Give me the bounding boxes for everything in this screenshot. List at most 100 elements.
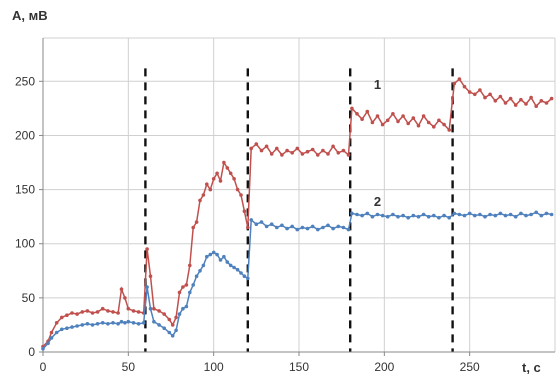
data-point	[321, 225, 325, 230]
data-point	[331, 226, 335, 231]
data-point	[111, 321, 115, 325]
data-point	[184, 283, 189, 287]
data-point	[498, 94, 503, 99]
data-point	[524, 102, 528, 106]
data-point	[54, 321, 59, 325]
data-point	[49, 336, 54, 340]
data-point	[54, 330, 59, 335]
data-point	[310, 147, 315, 152]
data-point	[498, 211, 503, 216]
data-point	[360, 213, 364, 218]
data-point	[211, 250, 216, 255]
data-point	[126, 319, 131, 324]
series-label: 2	[374, 194, 381, 209]
data-point	[316, 153, 320, 157]
x-tick-label: 100	[204, 360, 224, 374]
data-point	[493, 213, 498, 218]
data-point	[452, 81, 457, 86]
data-point	[249, 146, 253, 151]
data-point	[111, 310, 115, 314]
data-point	[188, 290, 192, 295]
data-point	[411, 213, 416, 218]
data-point	[401, 114, 405, 118]
data-point	[488, 212, 492, 217]
data-point	[432, 125, 436, 129]
data-point	[119, 319, 124, 324]
data-point	[211, 177, 216, 181]
data-point	[269, 222, 274, 226]
data-point	[391, 212, 395, 217]
data-point	[205, 182, 209, 186]
data-point	[442, 213, 446, 218]
data-point	[519, 97, 523, 102]
data-point	[194, 274, 199, 279]
data-point	[148, 306, 153, 311]
y-tick-label: 200	[15, 128, 35, 142]
data-point	[508, 212, 513, 217]
data-point	[447, 128, 452, 132]
data-point	[235, 187, 240, 192]
data-point	[513, 214, 518, 219]
data-point	[232, 177, 236, 181]
data-point	[549, 96, 554, 101]
data-point	[462, 213, 467, 218]
data-point	[406, 215, 411, 220]
data-point	[529, 212, 533, 217]
x-tick-label: 50	[122, 360, 136, 374]
data-point	[90, 311, 95, 315]
y-tick-label: 0	[28, 345, 35, 359]
data-point	[239, 193, 243, 197]
data-point	[246, 225, 250, 230]
data-point	[544, 101, 549, 105]
data-point	[350, 106, 354, 111]
data-point	[95, 322, 100, 326]
data-point	[70, 325, 74, 329]
x-tick-label: 150	[289, 360, 309, 374]
data-point	[426, 214, 431, 219]
data-point	[331, 144, 335, 149]
data-point	[123, 296, 127, 300]
data-point	[406, 121, 411, 126]
data-point	[416, 123, 421, 128]
data-point	[148, 274, 153, 279]
x-tick-label: 200	[374, 360, 394, 374]
data-point	[462, 84, 467, 89]
data-point	[280, 223, 284, 228]
data-point	[85, 309, 90, 313]
data-point	[411, 116, 416, 120]
data-point	[534, 210, 538, 215]
data-point	[246, 276, 250, 281]
data-point	[310, 224, 315, 229]
data-point	[116, 311, 120, 315]
data-point	[75, 312, 79, 316]
data-point	[457, 77, 462, 81]
data-point	[254, 222, 259, 226]
data-point	[249, 218, 253, 222]
data-point	[152, 306, 156, 311]
data-point	[80, 323, 85, 327]
data-point	[483, 214, 487, 219]
series-line	[42, 211, 552, 350]
data-point	[242, 209, 247, 213]
data-point	[321, 148, 325, 153]
data-point	[177, 312, 182, 316]
data-point	[136, 310, 141, 314]
data-point	[457, 212, 462, 217]
data-point	[290, 151, 295, 155]
data-point	[106, 309, 110, 313]
data-point	[264, 144, 269, 149]
data-point	[136, 322, 141, 326]
data-point	[225, 166, 230, 170]
data-point	[370, 214, 375, 219]
x-tick-label: 0	[40, 360, 47, 374]
y-tick-label: 50	[22, 291, 36, 305]
data-point	[416, 214, 421, 219]
data-point	[346, 227, 351, 232]
data-point	[131, 309, 136, 313]
data-point	[350, 211, 354, 216]
data-point	[437, 215, 441, 220]
series-label: 1	[374, 77, 381, 92]
data-point	[152, 319, 156, 324]
data-point	[513, 103, 518, 107]
